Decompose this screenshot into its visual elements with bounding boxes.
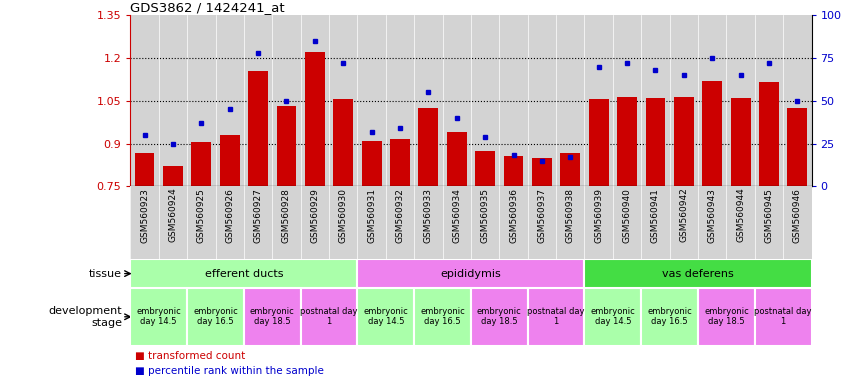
Bar: [357, 288, 414, 346]
Bar: [130, 186, 812, 259]
Text: epididymis: epididymis: [441, 268, 501, 279]
Text: postnatal day
1: postnatal day 1: [754, 307, 812, 326]
Text: development
stage: development stage: [48, 306, 122, 328]
Bar: [220, 135, 240, 186]
Bar: [414, 288, 471, 346]
Bar: [447, 132, 467, 186]
Text: postnatal day
1: postnatal day 1: [300, 307, 357, 326]
Text: GSM560928: GSM560928: [282, 188, 291, 243]
Text: GSM560927: GSM560927: [254, 188, 262, 243]
Bar: [584, 288, 641, 346]
Text: GSM560940: GSM560940: [622, 188, 632, 243]
Bar: [731, 98, 750, 186]
Bar: [528, 288, 584, 346]
Text: GSM560934: GSM560934: [452, 188, 461, 243]
Bar: [674, 96, 694, 186]
Text: GSM560946: GSM560946: [793, 188, 801, 243]
Bar: [362, 141, 382, 186]
Bar: [333, 99, 353, 186]
Bar: [130, 288, 187, 346]
Text: GSM560937: GSM560937: [537, 188, 547, 243]
Bar: [759, 82, 779, 186]
Bar: [584, 259, 812, 288]
Bar: [419, 108, 438, 186]
Bar: [248, 71, 268, 186]
Text: GSM560941: GSM560941: [651, 188, 660, 243]
Text: embryonic
day 18.5: embryonic day 18.5: [250, 307, 294, 326]
Bar: [357, 259, 584, 288]
Bar: [698, 288, 755, 346]
Text: GSM560929: GSM560929: [310, 188, 320, 243]
Bar: [163, 166, 182, 186]
Text: GSM560930: GSM560930: [339, 188, 347, 243]
Text: GSM560926: GSM560926: [225, 188, 234, 243]
Bar: [646, 98, 665, 186]
Bar: [192, 142, 211, 186]
Bar: [471, 288, 528, 346]
Text: GSM560931: GSM560931: [368, 188, 376, 243]
Text: GDS3862 / 1424241_at: GDS3862 / 1424241_at: [130, 1, 285, 14]
Text: GSM560945: GSM560945: [764, 188, 774, 243]
Bar: [641, 288, 698, 346]
Text: embryonic
day 16.5: embryonic day 16.5: [420, 307, 465, 326]
Bar: [130, 259, 357, 288]
Text: embryonic
day 14.5: embryonic day 14.5: [363, 307, 408, 326]
Bar: [475, 151, 495, 186]
Text: tissue: tissue: [89, 268, 122, 279]
Bar: [135, 154, 155, 186]
Text: vas deferens: vas deferens: [662, 268, 734, 279]
Text: GSM560943: GSM560943: [708, 188, 717, 243]
Bar: [589, 99, 609, 186]
Text: embryonic
day 18.5: embryonic day 18.5: [477, 307, 521, 326]
Bar: [390, 139, 410, 186]
Bar: [560, 154, 580, 186]
Bar: [277, 106, 296, 186]
Text: GSM560932: GSM560932: [395, 188, 405, 243]
Text: GSM560944: GSM560944: [736, 188, 745, 242]
Text: efferent ducts: efferent ducts: [204, 268, 283, 279]
Bar: [300, 288, 357, 346]
Bar: [787, 108, 807, 186]
Bar: [187, 288, 244, 346]
Text: embryonic
day 14.5: embryonic day 14.5: [136, 307, 181, 326]
Bar: [532, 158, 552, 186]
Text: GSM560939: GSM560939: [595, 188, 603, 243]
Bar: [244, 288, 300, 346]
Text: ■ percentile rank within the sample: ■ percentile rank within the sample: [135, 366, 324, 376]
Bar: [305, 52, 325, 186]
Text: ■ transformed count: ■ transformed count: [135, 351, 245, 361]
Text: GSM560942: GSM560942: [680, 188, 688, 242]
Text: embryonic
day 14.5: embryonic day 14.5: [590, 307, 635, 326]
Bar: [617, 96, 637, 186]
Text: GSM560924: GSM560924: [168, 188, 177, 242]
Text: embryonic
day 16.5: embryonic day 16.5: [648, 307, 692, 326]
Text: GSM560936: GSM560936: [509, 188, 518, 243]
Text: GSM560925: GSM560925: [197, 188, 206, 243]
Text: GSM560935: GSM560935: [481, 188, 489, 243]
Text: GSM560933: GSM560933: [424, 188, 433, 243]
Bar: [754, 288, 812, 346]
Bar: [702, 81, 722, 186]
Text: GSM560923: GSM560923: [140, 188, 149, 243]
Bar: [504, 156, 523, 186]
Text: postnatal day
1: postnatal day 1: [527, 307, 584, 326]
Text: embryonic
day 16.5: embryonic day 16.5: [193, 307, 238, 326]
Text: GSM560938: GSM560938: [566, 188, 574, 243]
Text: embryonic
day 18.5: embryonic day 18.5: [704, 307, 748, 326]
